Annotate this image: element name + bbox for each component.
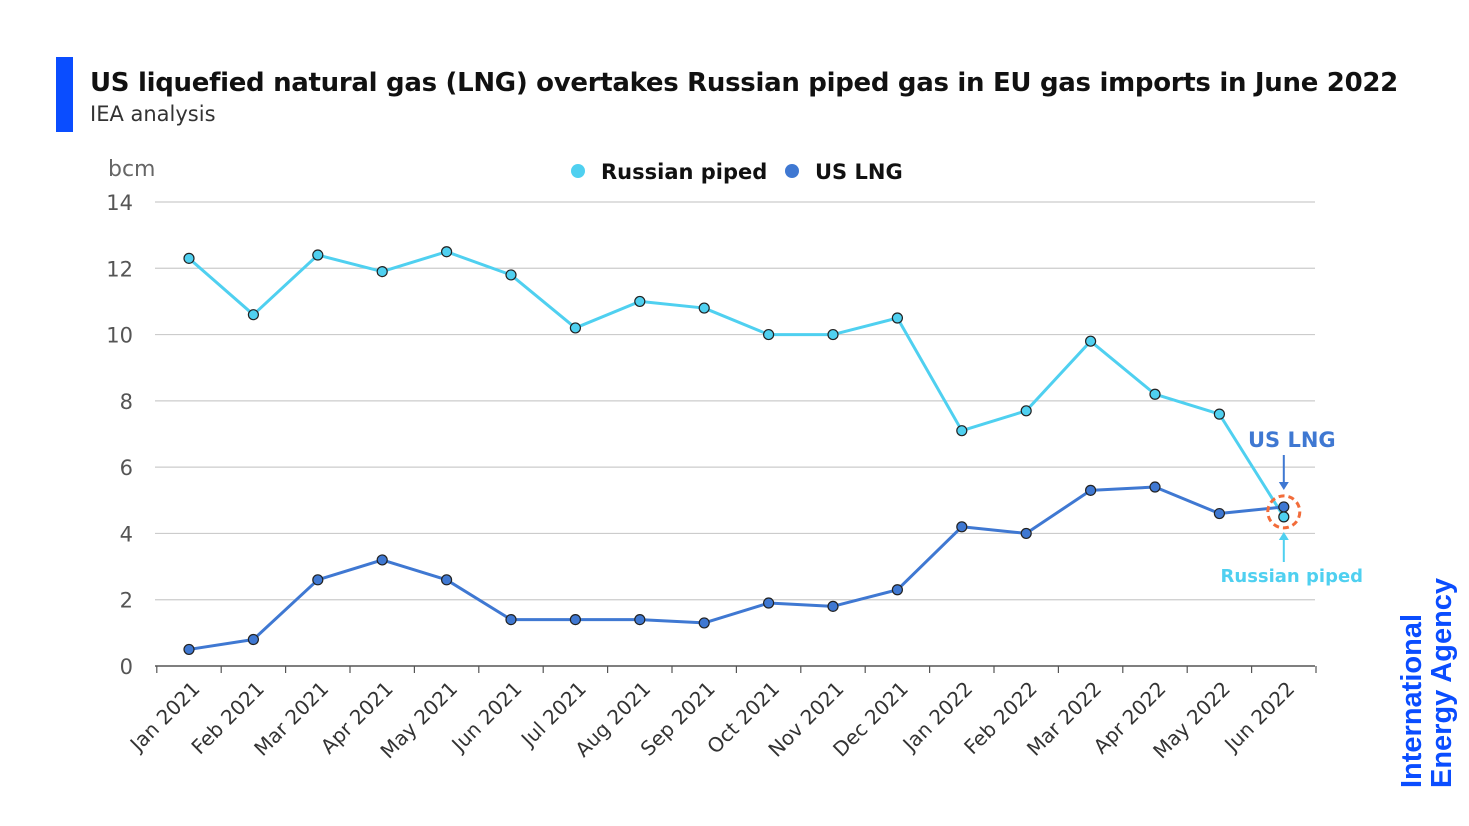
data-point-russian-piped	[634, 295, 646, 308]
data-point-us-lng	[956, 521, 968, 533]
legend-label: US LNG	[815, 160, 903, 184]
data-point-us-lng	[1084, 484, 1097, 496]
data-point-russian-piped	[1213, 408, 1226, 420]
y-tick-label: 0	[120, 655, 133, 679]
data-point-us-lng	[891, 584, 904, 596]
data-point-russian-piped	[569, 322, 582, 334]
y-tick-label: 2	[120, 589, 133, 613]
data-point-russian-piped	[505, 269, 517, 281]
data-point-us-lng	[441, 574, 453, 586]
x-tick-label: Jun 2022	[1218, 677, 1299, 758]
data-point-russian-piped	[312, 249, 324, 261]
data-point-russian-piped	[762, 328, 775, 341]
y-unit-label: bcm	[108, 157, 156, 182]
data-point-us-lng	[827, 600, 839, 612]
grid-lines	[155, 201, 1315, 601]
data-point-us-lng	[376, 554, 388, 566]
legend-label: Russian piped	[601, 160, 767, 184]
arrowhead-russian-piped	[1278, 532, 1289, 540]
data-point-us-lng	[1213, 507, 1226, 520]
legend-marker	[785, 164, 799, 178]
annotation-us-lng: US LNG	[1248, 428, 1336, 452]
chart-title: US liquefied natural gas (LNG) overtakes…	[90, 68, 1398, 98]
data-point-russian-piped	[891, 312, 904, 324]
data-point-us-lng	[312, 574, 324, 586]
data-point-us-lng	[1278, 501, 1290, 513]
series-line-russian-piped	[188, 250, 1286, 518]
chart-subtitle: IEA analysis	[90, 102, 216, 126]
y-tick-label: 10	[106, 324, 133, 348]
logo-line-2: Energy Agency	[1426, 577, 1458, 788]
series	[183, 246, 1290, 656]
legend-marker	[571, 164, 585, 178]
data-point-russian-piped	[247, 309, 259, 321]
y-tick-label: 4	[120, 522, 133, 546]
data-point-russian-piped	[1278, 511, 1290, 523]
highlight-circle	[1266, 494, 1302, 530]
y-tick-label: 8	[120, 390, 133, 414]
data-point-us-lng	[505, 613, 517, 626]
data-point-us-lng	[183, 643, 195, 656]
data-point-russian-piped	[956, 425, 968, 437]
data-point-russian-piped	[376, 266, 388, 278]
series-line-us-lng	[188, 485, 1284, 651]
legend: Russian piped US LNG	[571, 160, 903, 184]
title-accent-bar	[56, 57, 73, 132]
y-tick-label: 6	[120, 456, 133, 480]
data-point-us-lng	[1149, 481, 1161, 493]
data-point-russian-piped	[1020, 405, 1032, 417]
data-point-us-lng	[247, 633, 259, 646]
annotation-russian-piped: Russian piped	[1221, 566, 1364, 587]
arrowhead-us-lng	[1278, 482, 1289, 490]
y-tick-label: 12	[106, 257, 133, 281]
data-point-russian-piped	[698, 302, 710, 314]
data-point-us-lng	[569, 613, 582, 626]
iea-logo: International Energy Agency	[1396, 577, 1458, 788]
data-point-russian-piped	[1084, 335, 1097, 347]
data-point-us-lng	[762, 597, 775, 609]
data-point-us-lng	[1020, 527, 1032, 540]
data-point-russian-piped	[183, 252, 195, 264]
y-tick-label: 14	[106, 191, 133, 215]
data-point-russian-piped	[827, 328, 839, 341]
annotations: US LNG Russian piped	[1221, 428, 1364, 587]
data-point-russian-piped	[1149, 388, 1161, 400]
data-point-us-lng	[634, 613, 646, 626]
data-point-russian-piped	[441, 246, 453, 258]
data-point-us-lng	[698, 617, 710, 629]
x-tick-label: Jun 2021	[446, 677, 527, 758]
logo-line-1: International	[1396, 613, 1428, 788]
